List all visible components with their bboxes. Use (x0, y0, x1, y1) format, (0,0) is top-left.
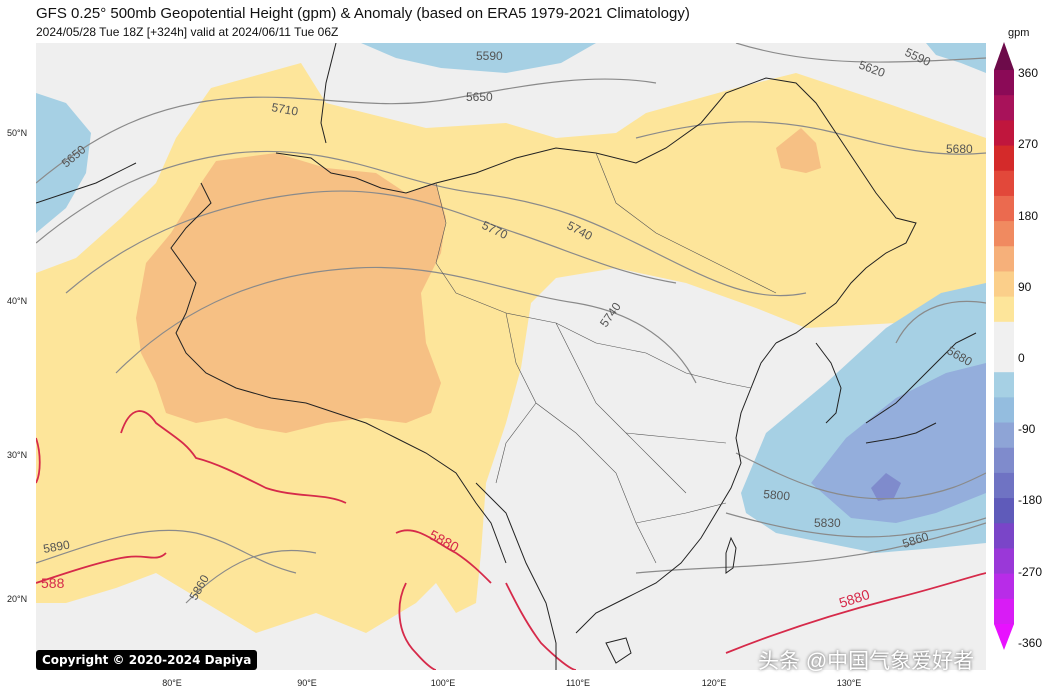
korea-japan-coast (815, 332, 977, 444)
colorbar-tick: 360 (1018, 66, 1039, 80)
colorbar-cell (994, 120, 1014, 147)
colorbar-cell (994, 523, 1014, 549)
colorbar-cell (994, 221, 1014, 247)
anomaly-negative-northeast (926, 43, 986, 73)
taiwan-island (725, 536, 737, 574)
contour-label: 5680 (946, 142, 973, 156)
lon-label: 130°E (836, 678, 862, 688)
colorbar-cell (994, 195, 1014, 222)
contour-label: 5650 (466, 90, 493, 104)
contour-label: 5890 (42, 537, 71, 555)
lat-label: 30°N (7, 450, 28, 460)
lat-label: 20°N (7, 594, 28, 604)
colorbar (994, 42, 1014, 650)
map-title: GFS 0.25° 500mb Geopotential Height (gpm… (36, 5, 690, 22)
colorbar-cell (994, 321, 1014, 348)
contour-label: 5880 (837, 586, 872, 611)
colorbar-cell (994, 372, 1014, 398)
colorbar-cell (994, 573, 1014, 600)
colorbar-cell (994, 271, 1014, 298)
contour-label: 5620 (857, 58, 887, 80)
colorbar-cell (994, 170, 1014, 197)
lon-label: 120°E (701, 678, 727, 688)
colorbar-tick: 270 (1018, 137, 1039, 151)
colorbar-tick: 0 (1018, 351, 1025, 365)
copyright-badge: Copyright © 2020-2024 Dapiya (36, 650, 258, 670)
contour-label: 5830 (814, 516, 841, 530)
colorbar-cell (994, 598, 1014, 625)
colorbar-cell (994, 347, 1014, 373)
colorbar-cell (994, 422, 1014, 449)
colorbar-tick: 180 (1018, 209, 1039, 223)
colorbar-cell (994, 498, 1014, 524)
lon-label: 110°E (566, 678, 590, 688)
colorbar-cell (994, 70, 1014, 96)
colorbar-bottom-arrow (994, 624, 1014, 650)
colorbar-cell (994, 246, 1014, 272)
province-borders (435, 152, 777, 564)
anomaly-orange-northeast (776, 128, 821, 173)
colorbar-tick: -270 (1018, 565, 1043, 579)
lon-label: 90°E (297, 678, 317, 688)
lon-label: 80°E (162, 678, 182, 688)
lat-label: 40°N (7, 296, 28, 306)
anomaly-negative-east-dark (871, 473, 901, 501)
colorbar-unit: gpm (1008, 27, 1030, 39)
map-canvas: 5590 5650 5650 5620 5590 5710 5680 5770 … (36, 43, 986, 670)
anomaly-negative-east-core (811, 363, 986, 523)
map-panel: 5590 5650 5650 5620 5590 5710 5680 5770 … (36, 43, 986, 670)
country-borders (36, 43, 917, 670)
anomaly-orange-plateau (136, 153, 446, 433)
contour-label: 5710 (270, 100, 299, 118)
colorbar-cell (994, 296, 1014, 323)
colorbar-tick: -360 (1018, 636, 1043, 650)
watermark-text: 头条 @中国气象爱好者 (758, 650, 975, 673)
colorbar-cell (994, 472, 1014, 499)
colorbar-cell (994, 447, 1014, 474)
colorbar-cell (994, 145, 1014, 172)
colorbar-cell (994, 548, 1014, 575)
height-contours (36, 43, 986, 604)
contour-label: 5800 (763, 487, 791, 503)
hainan-island (605, 637, 632, 664)
lat-label: 50°N (7, 128, 28, 138)
contour-5880 (36, 410, 986, 670)
contour-label: 588 (41, 575, 65, 591)
contour-label: 5590 (903, 45, 933, 69)
colorbar-top-arrow (994, 42, 1014, 70)
colorbar-cell (994, 397, 1014, 424)
colorbar-cell (994, 95, 1014, 121)
lon-label: 100°E (430, 678, 456, 688)
colorbar-tick: -180 (1018, 493, 1043, 507)
colorbar-tick: 90 (1018, 280, 1032, 294)
contour-label: 5590 (476, 49, 503, 63)
colorbar-tick: -90 (1018, 422, 1036, 436)
anomaly-negative-north (361, 43, 596, 73)
map-subtitle: 2024/05/28 Tue 18Z [+324h] valid at 2024… (36, 25, 339, 39)
